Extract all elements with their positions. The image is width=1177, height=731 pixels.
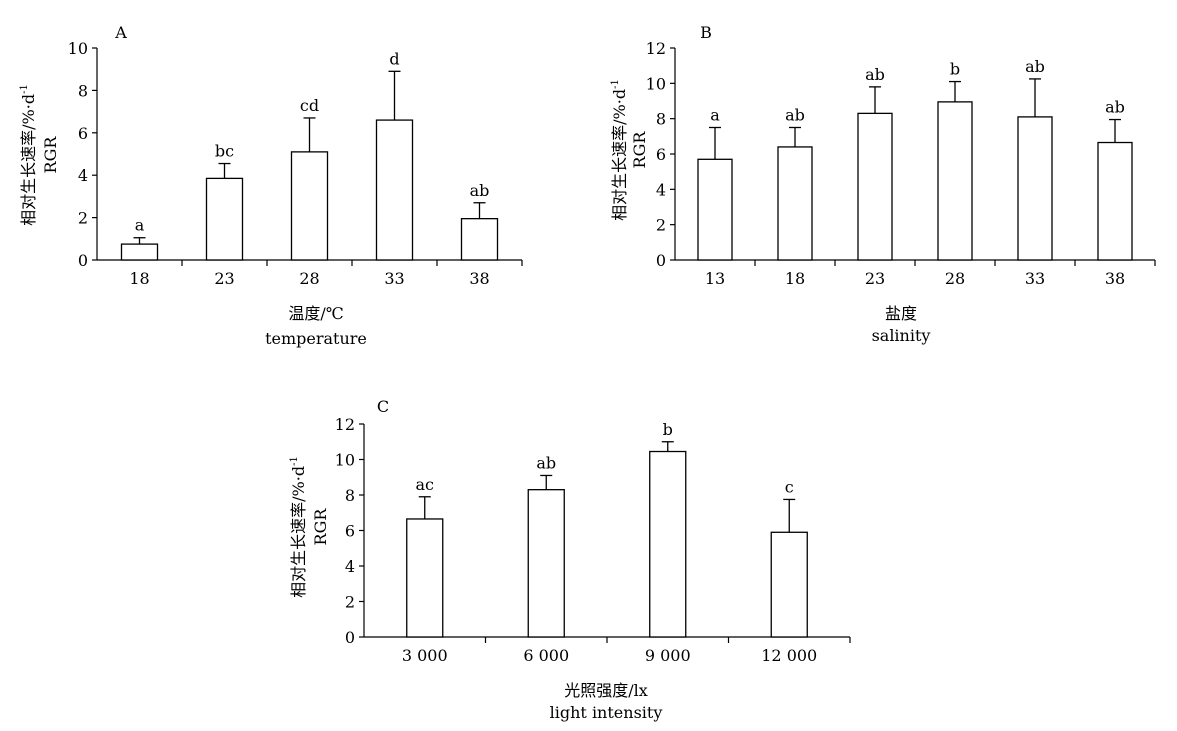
- y-tick-label: 0: [78, 251, 88, 270]
- y-axis-label: 相对生长速率/%·d-1: [289, 456, 308, 598]
- x-tick-label: 38: [1105, 269, 1125, 288]
- x-tick-label: 13: [705, 269, 725, 288]
- bar: [1097, 141, 1133, 261]
- x-axis-label: 光照强度/lx: [564, 681, 648, 700]
- y-tick-label: 10: [68, 39, 88, 58]
- significance-letter: a: [710, 106, 720, 125]
- x-axis-label-en: salinity: [872, 326, 931, 345]
- panel-b: 0 2 4 6 8 10 12 a 13 ab 18 ab 23 b 28 ab 33 ab 38 B 相对生长速率/%…: [610, 23, 1156, 345]
- significance-letter: c: [785, 477, 794, 496]
- bar: [857, 112, 893, 261]
- panel-label: C: [377, 397, 389, 416]
- x-axis-label: 温度/℃: [288, 304, 343, 323]
- y-tick-label: 6: [78, 124, 88, 143]
- x-tick-label: 23: [214, 269, 234, 288]
- panel-label: A: [114, 23, 127, 42]
- bar: [120, 243, 159, 261]
- x-tick-label: 28: [299, 269, 319, 288]
- significance-letter: ac: [416, 475, 435, 494]
- x-tick-label: 28: [945, 269, 965, 288]
- significance-letter: ab: [1105, 98, 1125, 117]
- y-tick-label: 6: [656, 145, 666, 164]
- bar: [527, 489, 565, 638]
- y-tick-label: 6: [345, 522, 355, 541]
- bar: [375, 119, 414, 261]
- significance-letter: a: [135, 216, 145, 235]
- bar: [697, 158, 733, 261]
- y-tick-label: 0: [345, 628, 355, 647]
- x-tick-label: 33: [1025, 269, 1045, 288]
- y-axis-label: 相对生长速率/%·d-1: [19, 84, 38, 226]
- panel-a: 0 2 4 6 8 10 a 18 bc 23 cd 28 d 33 ab 38 A 相对生长速率/%·d-1RG…: [19, 23, 523, 348]
- bar: [406, 518, 444, 638]
- bar: [1017, 116, 1053, 261]
- significance-letter: ab: [785, 106, 805, 125]
- y-axis-label: 相对生长速率/%·d-1: [610, 79, 629, 221]
- bar: [770, 531, 808, 638]
- y-axis-label-exponent: -1: [289, 456, 300, 466]
- y-axis-label-exponent: -1: [19, 84, 30, 94]
- bar: [290, 151, 329, 261]
- y-tick-label: 2: [656, 216, 666, 235]
- bar: [460, 218, 499, 261]
- y-tick-label: 2: [345, 593, 355, 612]
- panel-c: 0 2 4 6 8 10 12 ac 3 000 ab 6 000 b 9 000 c 12 000 C 相对生…: [289, 397, 851, 722]
- x-axis-label-en: light intensity: [550, 703, 663, 722]
- bar: [205, 177, 244, 261]
- y-tick-label: 12: [646, 39, 666, 58]
- significance-letter: b: [950, 60, 960, 79]
- y-tick-label: 8: [345, 486, 355, 505]
- bar: [937, 101, 973, 261]
- y-tick-label: 10: [646, 74, 666, 93]
- y-axis-label-en: RGR: [630, 131, 649, 169]
- x-tick-label: 38: [469, 269, 489, 288]
- significance-letter: ab: [470, 181, 490, 200]
- x-axis-label: 盐度: [885, 304, 917, 323]
- x-tick-label: 6 000: [523, 646, 569, 665]
- significance-letter: d: [389, 49, 399, 68]
- y-tick-label: 8: [78, 81, 88, 100]
- significance-letter: cd: [300, 96, 319, 115]
- y-tick-label: 2: [78, 209, 88, 228]
- y-tick-label: 4: [656, 180, 666, 199]
- y-axis-label-en: RGR: [311, 508, 330, 546]
- y-tick-label: 0: [656, 251, 666, 270]
- bar: [777, 146, 813, 261]
- x-axis-label-en: temperature: [265, 329, 367, 348]
- significance-letter: ab: [536, 453, 556, 472]
- x-tick-label: 18: [785, 269, 805, 288]
- y-tick-label: 4: [345, 557, 355, 576]
- x-tick-label: 23: [865, 269, 885, 288]
- y-axis-label-exponent: -1: [610, 79, 621, 89]
- significance-letter: b: [663, 420, 673, 439]
- y-tick-label: 10: [335, 451, 355, 470]
- panel-label: B: [700, 23, 712, 42]
- y-tick-label: 12: [335, 415, 355, 434]
- x-tick-label: 12 000: [761, 646, 817, 665]
- y-tick-label: 4: [78, 166, 88, 185]
- y-axis-label-en: RGR: [41, 136, 60, 174]
- x-tick-label: 18: [129, 269, 149, 288]
- significance-letter: ab: [1025, 57, 1045, 76]
- x-tick-label: 33: [384, 269, 404, 288]
- x-tick-label: 9 000: [645, 646, 691, 665]
- y-tick-label: 8: [656, 110, 666, 129]
- significance-letter: bc: [215, 142, 234, 161]
- bar: [649, 450, 687, 638]
- x-tick-label: 3 000: [402, 646, 448, 665]
- significance-letter: ab: [865, 65, 885, 84]
